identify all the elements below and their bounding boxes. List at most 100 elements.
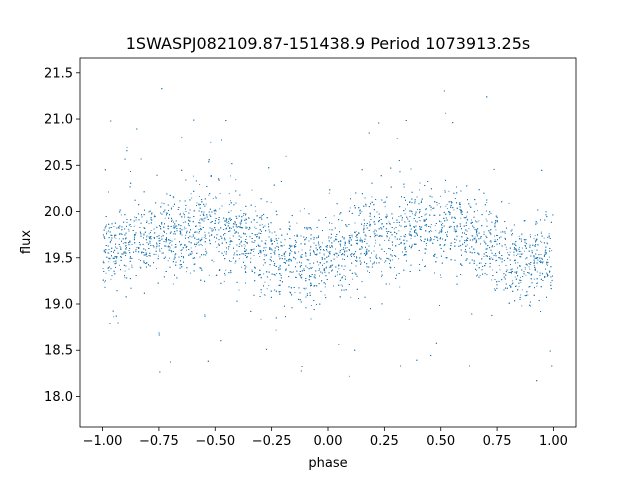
data-point: [343, 275, 345, 277]
data-point: [493, 288, 495, 290]
data-point: [303, 208, 305, 210]
data-point: [489, 240, 491, 242]
data-point: [159, 240, 161, 242]
data-point: [389, 237, 391, 239]
data-point: [389, 223, 391, 225]
data-point: [253, 255, 255, 256]
data-point: [125, 248, 127, 249]
data-point: [469, 247, 471, 249]
data-point: [276, 273, 278, 275]
data-point: [393, 228, 395, 230]
data-point: [468, 228, 470, 230]
data-point: [359, 239, 361, 241]
data-point: [435, 230, 437, 232]
data-point: [444, 189, 446, 191]
data-point: [118, 238, 120, 240]
data-point: [411, 213, 413, 215]
data-point: [478, 220, 480, 222]
data-point: [228, 204, 230, 206]
data-point: [394, 232, 396, 234]
data-point: [252, 251, 254, 252]
data-point: [404, 208, 406, 210]
data-point: [313, 239, 315, 240]
data-point: [146, 236, 148, 238]
data-point: [104, 252, 106, 254]
data-point: [540, 231, 542, 233]
data-point: [166, 240, 168, 242]
data-point: [547, 259, 548, 261]
data-point: [150, 218, 152, 220]
data-point: [296, 262, 298, 264]
data-point: [495, 260, 497, 262]
data-point: [508, 202, 510, 204]
data-point: [268, 285, 270, 286]
data-point: [437, 237, 439, 239]
data-point: [128, 228, 130, 230]
data-point: [499, 269, 501, 271]
data-point: [476, 264, 478, 266]
data-point: [108, 261, 110, 263]
data-point: [161, 248, 163, 249]
data-point: [107, 267, 109, 268]
data-point: [453, 217, 455, 219]
data-point: [105, 272, 107, 274]
data-point: [108, 252, 110, 254]
data-point: [375, 242, 377, 244]
data-point: [373, 245, 375, 247]
data-point: [161, 252, 163, 254]
data-point: [540, 233, 542, 234]
data-point: [343, 246, 345, 248]
data-point: [353, 256, 355, 257]
data-point: [398, 230, 400, 232]
data-point: [409, 223, 411, 225]
data-point: [185, 227, 187, 229]
data-point: [172, 283, 174, 285]
data-point: [294, 235, 295, 237]
data-point: [318, 264, 320, 266]
data-point: [203, 218, 205, 220]
data-point: [525, 258, 527, 260]
data-point: [431, 230, 433, 232]
data-point: [547, 243, 549, 245]
data-point: [548, 256, 550, 258]
data-point: [509, 251, 511, 253]
data-point: [514, 276, 516, 278]
data-point: [310, 266, 312, 268]
data-point: [345, 276, 347, 278]
data-point: [326, 250, 328, 252]
data-point: [203, 236, 205, 238]
data-point: [130, 224, 131, 225]
data-point: [414, 201, 416, 203]
data-point: [439, 195, 441, 197]
data-point: [508, 254, 510, 256]
data-point: [415, 213, 417, 214]
data-point: [533, 264, 535, 266]
data-point: [336, 274, 338, 276]
data-point: [263, 273, 265, 275]
data-point: [113, 316, 115, 318]
data-point: [301, 273, 303, 275]
data-point: [114, 256, 116, 257]
data-point: [183, 228, 185, 230]
data-point: [186, 249, 188, 251]
data-point: [173, 197, 175, 199]
data-point: [483, 240, 485, 242]
data-point: [528, 266, 530, 268]
data-point: [338, 268, 340, 270]
data-point: [161, 202, 163, 204]
data-point: [169, 242, 171, 243]
data-point: [283, 244, 285, 246]
data-point: [476, 210, 478, 212]
data-point: [527, 294, 529, 296]
data-point: [131, 264, 133, 266]
data-point: [386, 257, 388, 259]
data-point: [295, 252, 297, 254]
data-point: [313, 253, 315, 255]
data-point: [265, 246, 267, 248]
data-point: [348, 235, 350, 236]
data-point: [361, 247, 363, 249]
data-point: [231, 227, 232, 229]
data-point: [388, 283, 390, 285]
